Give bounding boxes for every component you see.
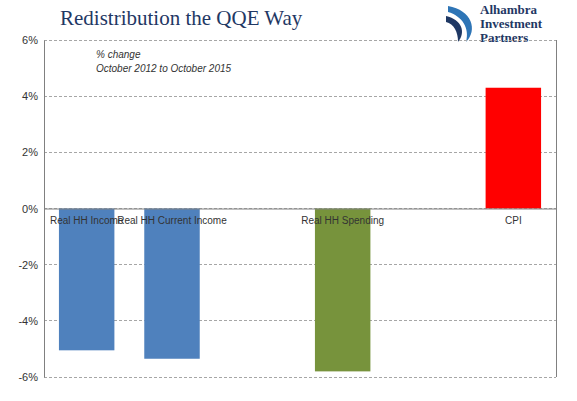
x-axis: Real HH IncomeReal HH Current Income Real… — [45, 209, 557, 226]
y-tick-label: 0% — [22, 203, 38, 215]
grid-line — [44, 96, 556, 97]
logo-text: Investment — [480, 16, 543, 31]
y-tick: 0% — [22, 203, 44, 215]
y-tick: -6% — [18, 371, 44, 383]
bar — [59, 209, 114, 351]
y-tick: -2% — [18, 259, 44, 271]
logo-text: Partners — [480, 30, 528, 45]
y-tick-label: -2% — [18, 259, 38, 271]
grid-line — [44, 264, 556, 265]
y-tick-label: -6% — [18, 371, 38, 383]
bar — [144, 209, 199, 359]
grid-line — [44, 152, 556, 153]
title: Redistribution the QQE Way — [60, 6, 303, 30]
x-tick: Real HH Spending — [301, 209, 384, 226]
logo-text: Alhambra — [480, 2, 538, 17]
y-axis: -6% -4% -2% 0% 2% 4% 6% — [18, 34, 44, 383]
x-tick-label: CPI — [505, 215, 522, 226]
grid-line — [44, 320, 556, 321]
y-tick: 4% — [22, 90, 44, 102]
x-tick-label: Real HH Current Income — [117, 215, 227, 226]
y-tick: -4% — [18, 315, 44, 327]
x-tick: Real HH Income — [50, 209, 124, 226]
subtitle: October 2012 to October 2015 — [96, 63, 232, 74]
y-tick-label: -4% — [18, 315, 38, 327]
grid-line — [44, 40, 556, 41]
x-tick: CPI — [505, 209, 522, 226]
bar — [486, 88, 541, 209]
grid-line — [44, 208, 556, 209]
y-tick: 2% — [22, 146, 44, 158]
y-tick-label: 6% — [22, 34, 38, 46]
x-tick: Real HH Current Income — [117, 209, 227, 226]
grid-line — [44, 377, 556, 378]
y-tick: 6% — [22, 34, 44, 46]
grid — [44, 40, 556, 377]
bars — [59, 88, 541, 372]
chart: Redistribution the QQE Way AlhambraInvest… — [0, 0, 577, 401]
y-tick-label: 4% — [22, 90, 38, 102]
x-tick-label: Real HH Spending — [301, 215, 384, 226]
x-tick-label: Real HH Income — [50, 215, 124, 226]
bar — [315, 209, 370, 372]
y-tick-label: 2% — [22, 146, 38, 158]
x-axis-line — [45, 209, 557, 210]
subtitle: % change — [96, 49, 141, 60]
logo-icon — [446, 16, 462, 42]
